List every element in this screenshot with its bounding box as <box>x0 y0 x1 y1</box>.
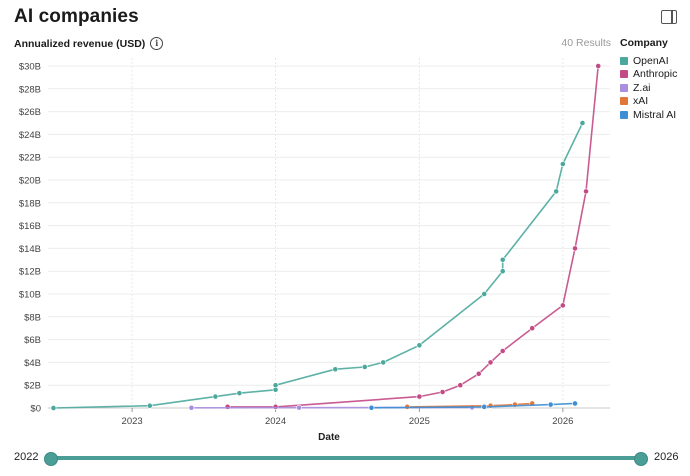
slider-track[interactable] <box>50 456 640 460</box>
data-point-anthropic <box>487 359 494 366</box>
legend-item-z-ai[interactable]: Z.ai <box>620 81 677 95</box>
data-point-openai <box>332 366 339 373</box>
x-tick-label: 2024 <box>265 416 286 427</box>
panel-icon <box>671 11 673 23</box>
x-axis-title: Date <box>318 432 340 443</box>
y-tick-label: $26B <box>19 107 41 118</box>
series-line-mistral-ai <box>371 402 576 409</box>
data-point-anthropic <box>529 325 536 332</box>
y-tick-label: $12B <box>19 267 41 278</box>
data-point-openai <box>499 268 506 275</box>
legend-item-anthropic[interactable]: Anthropic <box>620 68 677 82</box>
legend-swatch <box>620 83 628 92</box>
legend-swatch <box>620 97 628 106</box>
data-point-anthropic <box>572 245 578 252</box>
legend-title: Company <box>620 37 668 49</box>
x-tick-label: 2026 <box>552 416 573 427</box>
x-tick-label: 2025 <box>409 416 430 427</box>
legend-label: Anthropic <box>633 68 678 81</box>
y-tick-label: $14B <box>19 244 41 255</box>
metric-selector[interactable]: Annualized revenue (USD) i <box>14 37 164 50</box>
line-chart[interactable]: $0 $2B $4B $6B $8B $10B $12B $14B $16B $18B $20B $2… <box>0 0 690 446</box>
metric-label: Annualized revenue (USD) <box>14 37 146 50</box>
data-point-z-ai <box>188 404 195 411</box>
data-point-openai <box>50 405 57 411</box>
data-point-openai <box>559 161 566 167</box>
data-point-mistral-ai <box>368 404 375 411</box>
toggle-panel-button[interactable] <box>661 10 677 24</box>
y-tick-label: $16B <box>19 221 41 232</box>
x-tick-label: 2023 <box>122 416 143 427</box>
slider-start-label: 2022 <box>14 451 39 463</box>
data-point-openai <box>361 364 368 370</box>
legend-item-xai[interactable]: xAI <box>620 95 677 109</box>
y-tick-label: $4B <box>24 358 41 369</box>
data-point-anthropic <box>595 63 602 69</box>
data-point-openai <box>212 393 219 400</box>
data-point-openai <box>380 359 387 366</box>
data-point-anthropic <box>559 302 566 309</box>
data-point-openai <box>416 342 423 349</box>
data-point-anthropic <box>583 188 589 195</box>
y-tick-label: $18B <box>19 198 41 209</box>
y-tick-label: $8B <box>24 312 41 323</box>
y-tick-label: $22B <box>19 153 41 164</box>
legend-swatch <box>620 70 628 79</box>
y-tick-label: $28B <box>19 84 41 95</box>
data-point-anthropic <box>457 382 464 389</box>
data-point-openai <box>579 120 586 126</box>
data-point-openai <box>481 291 488 297</box>
y-tick-label: $30B <box>19 62 41 73</box>
date-range-slider[interactable]: 2022 2026 <box>0 446 690 470</box>
data-point-mistral-ai <box>547 401 554 408</box>
y-tick-label: $2B <box>24 381 41 392</box>
data-point-mistral-ai <box>481 403 488 410</box>
series-line-xai <box>407 402 533 408</box>
data-point-openai <box>553 188 560 195</box>
slider-end-handle[interactable] <box>634 452 648 466</box>
legend-label: Mistral AI <box>633 108 677 121</box>
legend-label: Z.ai <box>633 81 651 94</box>
data-point-mistral-ai <box>572 400 578 407</box>
legend-swatch <box>620 56 628 65</box>
data-point-openai <box>236 390 243 397</box>
legend-item-openai[interactable]: OpenAI <box>620 54 677 68</box>
data-point-anthropic <box>416 393 423 400</box>
data-point-openai <box>499 256 506 263</box>
y-tick-label: $0 <box>30 404 41 415</box>
series-line-openai <box>53 122 584 409</box>
data-point-openai <box>272 382 279 389</box>
data-point-anthropic <box>499 348 506 354</box>
slider-end-label: 2026 <box>654 451 679 463</box>
page-title: AI companies <box>14 6 139 27</box>
legend-label: xAI <box>633 95 649 108</box>
data-point-anthropic <box>475 370 482 377</box>
slider-start-handle[interactable] <box>44 452 58 466</box>
data-point-openai <box>146 402 153 409</box>
results-count: 40 Results <box>561 37 611 49</box>
legend: Company OpenAI Anthropic Z.ai xAI Mistral AI <box>620 37 677 122</box>
data-point-z-ai <box>296 404 303 411</box>
y-tick-label: $24B <box>19 130 41 141</box>
data-point-anthropic <box>224 403 231 410</box>
y-tick-label: $6B <box>24 335 41 346</box>
series-line-anthropic <box>227 65 599 408</box>
data-point-anthropic <box>439 389 446 395</box>
data-point-anthropic <box>272 403 279 410</box>
y-tick-label: $10B <box>19 290 41 301</box>
legend-swatch <box>620 110 628 119</box>
y-tick-label: $20B <box>19 176 41 187</box>
info-icon[interactable]: i <box>150 37 164 50</box>
legend-item-mistral-ai[interactable]: Mistral AI <box>620 108 677 122</box>
legend-label: OpenAI <box>633 54 669 67</box>
